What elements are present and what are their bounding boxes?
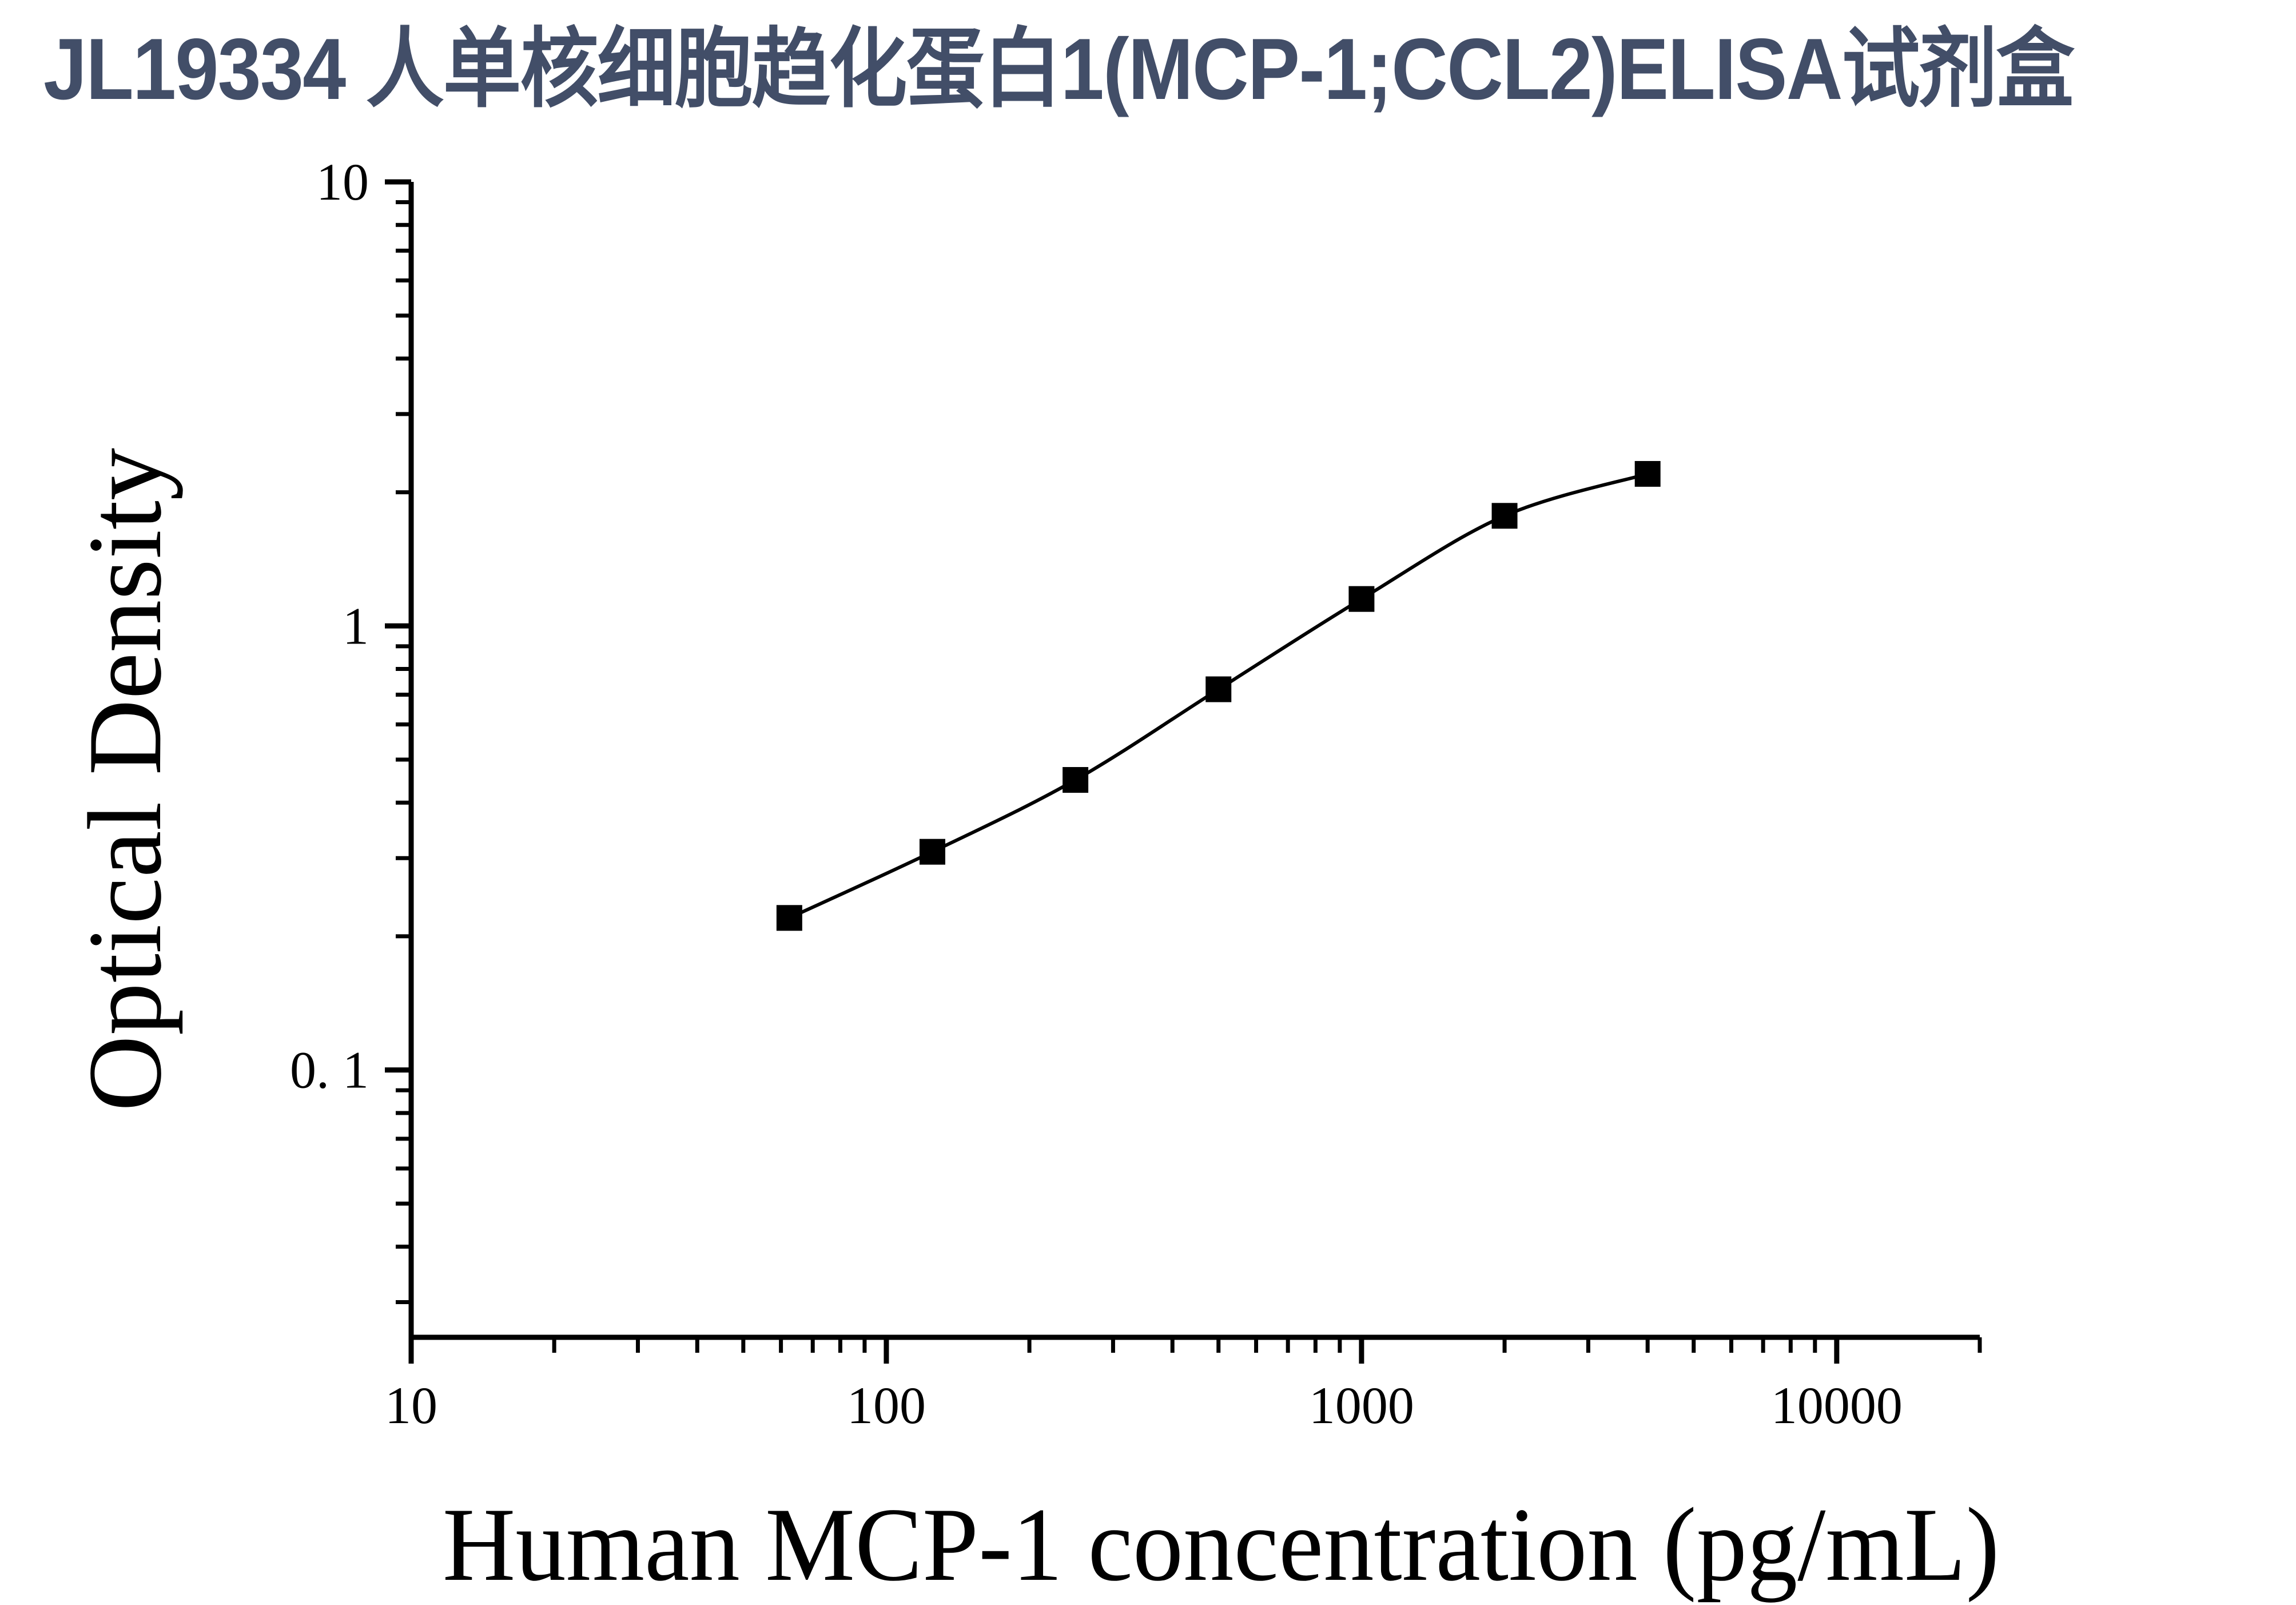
- data-point-marker: [776, 905, 802, 931]
- y-tick-label: 0. 1: [290, 1041, 369, 1099]
- y-axis-title: Optical Density: [66, 448, 183, 1111]
- data-point-marker: [1205, 676, 1232, 702]
- data-point-marker: [1634, 460, 1661, 487]
- x-tick-label: 1000: [1309, 1376, 1414, 1435]
- x-tick-label: 10: [385, 1376, 437, 1435]
- data-point-marker: [919, 839, 945, 865]
- x-tick-label: 10000: [1771, 1376, 1903, 1435]
- data-point-marker: [1348, 586, 1375, 612]
- x-axis-title: Human MCP-1 concentration (pg/mL): [442, 1486, 2000, 1603]
- y-tick-label: 10: [316, 153, 369, 211]
- figure-title: JL19334 人单核细胞趋化蛋白1(MCP-1;CCL2)ELISA试剂盒: [43, 21, 2075, 118]
- x-tick-label: 100: [847, 1376, 926, 1435]
- y-tick-label: 1: [343, 597, 369, 655]
- data-point-marker: [1063, 767, 1089, 793]
- data-point-marker: [1491, 503, 1518, 529]
